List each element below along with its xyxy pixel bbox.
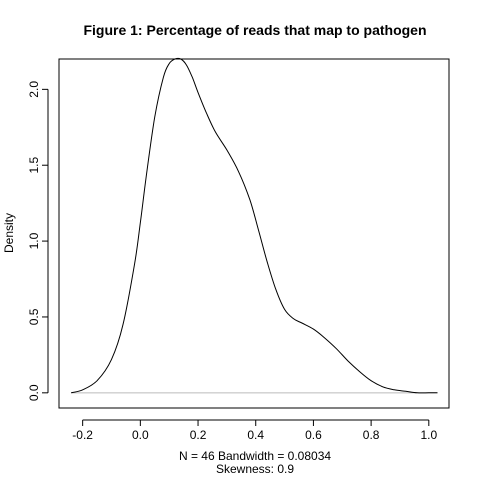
y-axis: 0.0 0.5 1.0 1.5 2.0 — [27, 81, 48, 401]
x-tick-label: 0.0 — [132, 428, 149, 442]
x-tick-label: 0.4 — [247, 428, 264, 442]
x-axis-sublabel: Skewness: 0.9 — [216, 462, 294, 476]
y-tick-label: 1.5 — [27, 157, 41, 174]
y-tick-label: 2.0 — [27, 81, 41, 98]
x-tick-label: -0.2 — [72, 428, 93, 442]
y-tick-label: 0.0 — [27, 384, 41, 401]
y-tick-label: 0.5 — [27, 308, 41, 325]
plot-frame — [59, 59, 449, 408]
x-tick-label: 0.8 — [363, 428, 380, 442]
y-tick-label: 1.0 — [27, 232, 41, 249]
y-axis-label: Density — [2, 213, 16, 253]
x-tick-label: 0.6 — [305, 428, 322, 442]
density-curve — [71, 58, 437, 393]
x-tick-label: 1.0 — [420, 428, 437, 442]
x-tick-label: 0.2 — [190, 428, 207, 442]
x-axis: -0.2 0.0 0.2 0.4 0.6 0.8 1.0 — [72, 420, 437, 442]
x-axis-label: N = 46 Bandwidth = 0.08034 — [179, 449, 331, 463]
chart-title: Figure 1: Percentage of reads that map t… — [83, 22, 426, 38]
